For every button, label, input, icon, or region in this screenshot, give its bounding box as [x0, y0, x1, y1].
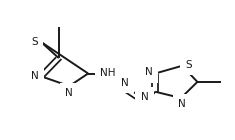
Text: NH: NH: [100, 68, 116, 78]
Text: S: S: [31, 37, 38, 47]
Text: S: S: [185, 60, 192, 70]
Text: N: N: [121, 78, 128, 88]
Text: N: N: [31, 71, 38, 81]
Text: N: N: [141, 92, 148, 102]
Text: N: N: [178, 99, 186, 109]
Text: N: N: [66, 88, 73, 98]
Text: N: N: [145, 67, 152, 77]
